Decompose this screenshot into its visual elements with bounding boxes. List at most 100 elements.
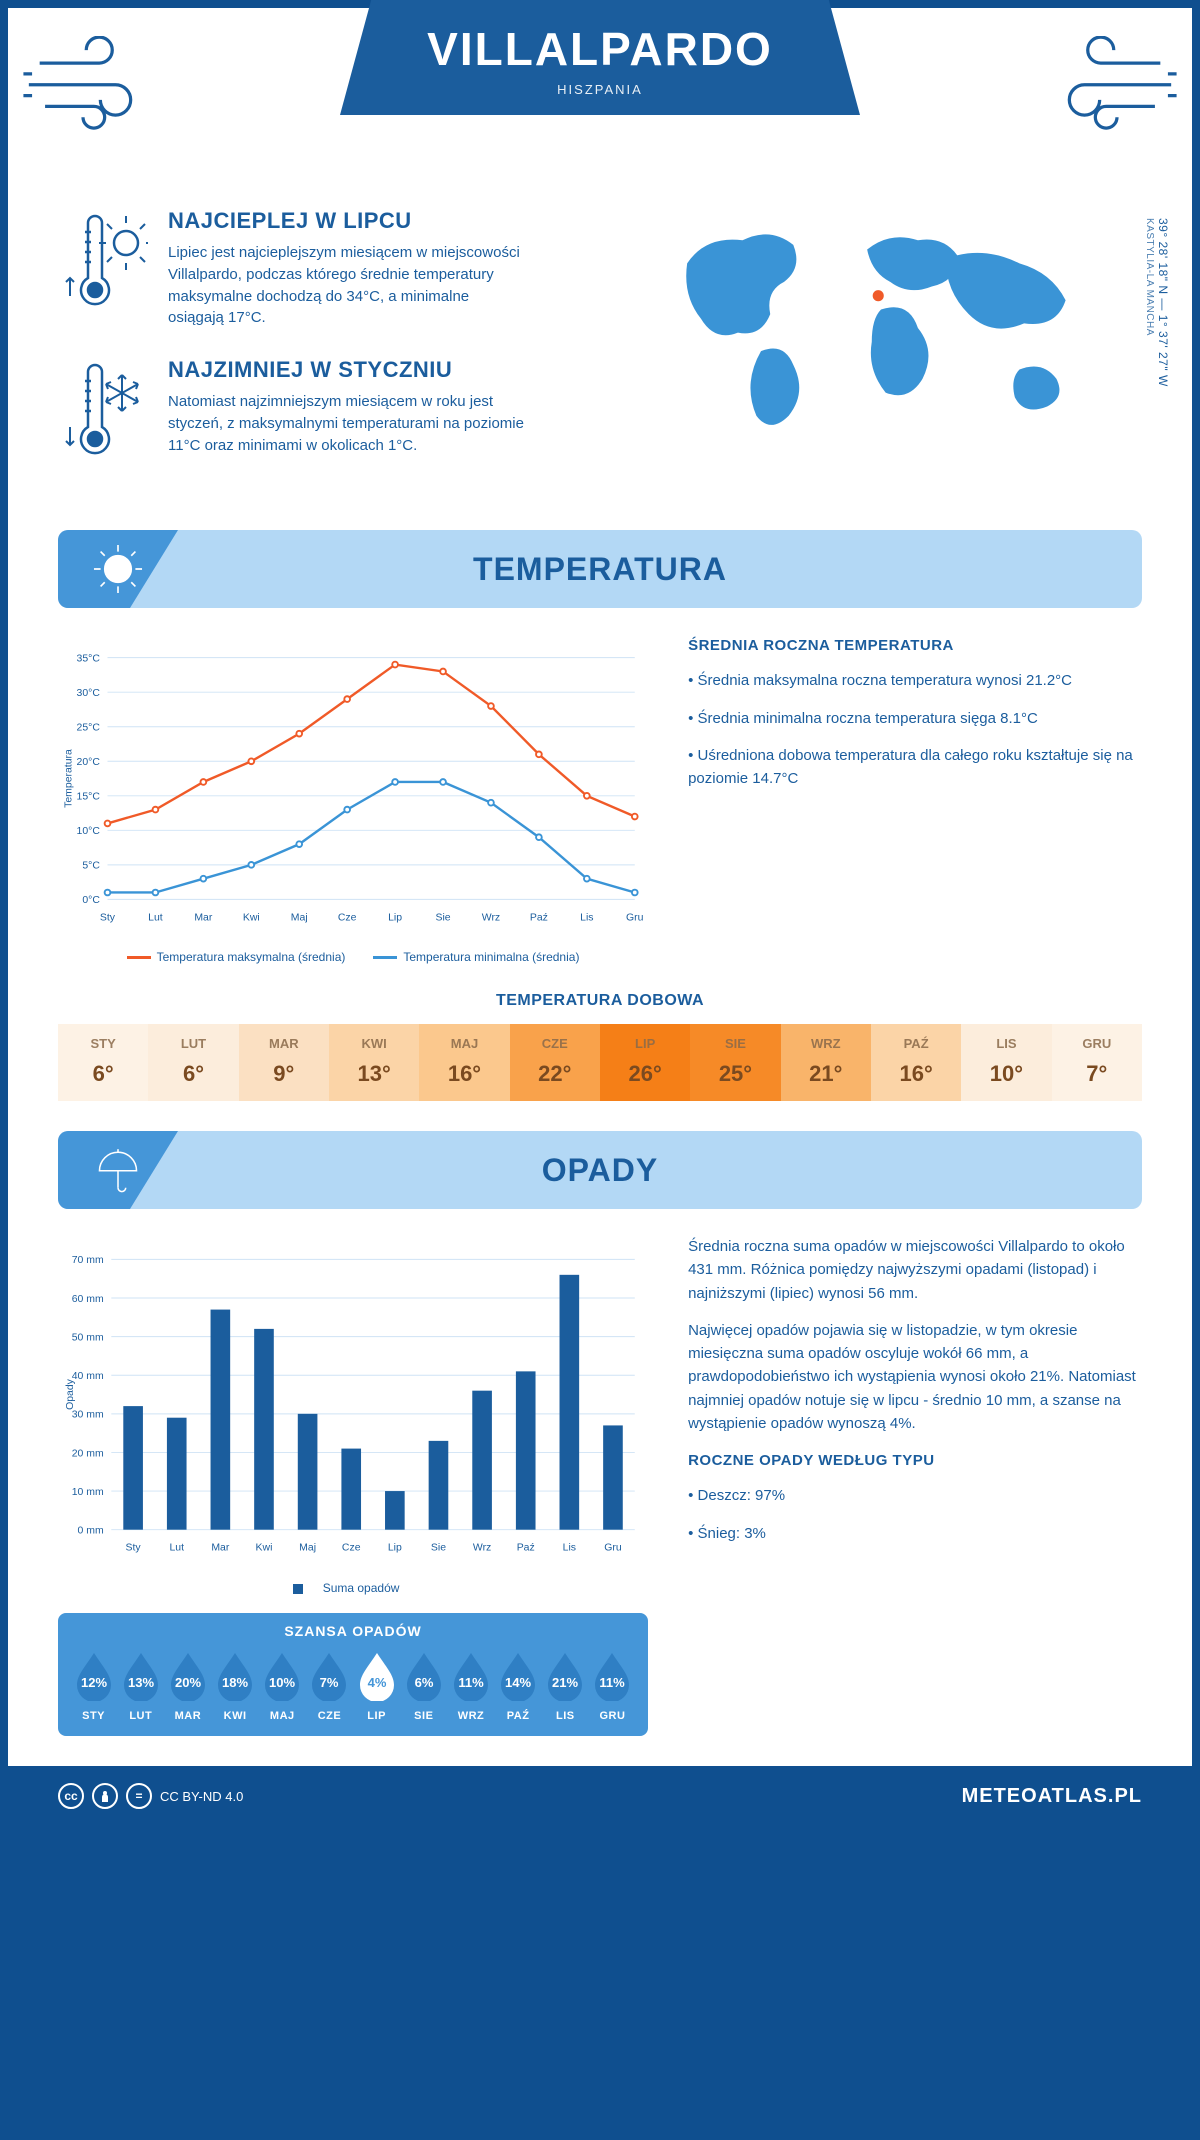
strip-cell: WRZ21°	[781, 1024, 871, 1101]
rain-type-b1: • Deszcz: 97%	[688, 1484, 1142, 1507]
world-map-block: 39° 28' 18" N — 1° 37' 27" W KASTYLIA-LA…	[620, 208, 1142, 500]
svg-text:13%: 13%	[128, 1675, 154, 1690]
footer: cc = CC BY-ND 4.0 METEOATLAS.PL	[8, 1766, 1192, 1826]
svg-text:5°C: 5°C	[82, 861, 100, 872]
temp-side-b1: • Średnia maksymalna roczna temperatura …	[688, 669, 1142, 692]
svg-text:Sie: Sie	[431, 1543, 446, 1554]
strip-cell: STY6°	[58, 1024, 148, 1101]
svg-text:Paź: Paź	[517, 1543, 535, 1554]
strip-cell: SIE25°	[690, 1024, 780, 1101]
daily-temperature-strip: STY6° LUT6° MAR9° KWI13° MAJ16° CZE22° L…	[58, 1024, 1142, 1101]
brand: METEOATLAS.PL	[962, 1785, 1142, 1808]
rain-drop: 20% MAR	[166, 1649, 209, 1722]
svg-text:0°C: 0°C	[82, 895, 100, 906]
svg-text:Lis: Lis	[563, 1543, 576, 1554]
svg-text:50 mm: 50 mm	[72, 1332, 104, 1343]
fact-hot-text: Lipiec jest najcieplejszym miesiącem w m…	[168, 242, 528, 329]
rain-chance-title: SZANSA OPADÓW	[72, 1623, 634, 1639]
umbrella-icon	[58, 1131, 178, 1209]
svg-text:10%: 10%	[269, 1675, 295, 1690]
thermometer-hot-icon	[58, 208, 148, 329]
country-name: HISZPANIA	[340, 82, 860, 97]
coordinates: 39° 28' 18" N — 1° 37' 27" W KASTYLIA-LA…	[1142, 218, 1170, 387]
world-map	[620, 208, 1142, 453]
rain-type-title: ROCZNE OPADY WEDŁUG TYPU	[688, 1449, 1142, 1472]
svg-text:21%: 21%	[552, 1675, 578, 1690]
strip-cell: GRU7°	[1052, 1024, 1142, 1101]
svg-text:Cze: Cze	[342, 1543, 361, 1554]
rain-type-b2: • Śnieg: 3%	[688, 1522, 1142, 1545]
fact-hot-title: NAJCIEPLEJ W LIPCU	[168, 208, 528, 234]
svg-text:Gru: Gru	[604, 1543, 622, 1554]
section-title-rain: OPADY	[542, 1152, 658, 1189]
svg-text:7%: 7%	[320, 1675, 339, 1690]
license-text: CC BY-ND 4.0	[160, 1789, 243, 1804]
svg-text:35°C: 35°C	[77, 653, 101, 664]
temp-side-b3: • Uśredniona dobowa temperatura dla całe…	[688, 744, 1142, 791]
svg-text:18%: 18%	[222, 1675, 248, 1690]
line-chart-legend: Temperatura maksymalna (średnia)Temperat…	[58, 950, 648, 964]
svg-text:Wrz: Wrz	[482, 912, 500, 923]
bar-chart-legend: Suma opadów	[58, 1581, 648, 1595]
svg-text:Temperatura: Temperatura	[63, 749, 74, 808]
strip-cell: KWI13°	[329, 1024, 419, 1101]
svg-text:Lip: Lip	[388, 912, 402, 923]
svg-text:Sie: Sie	[435, 912, 450, 923]
svg-text:Gru: Gru	[626, 912, 644, 923]
rain-drop: 7% CZE	[308, 1649, 351, 1722]
coords-region: KASTYLIA-LA MANCHA	[1144, 218, 1155, 336]
strip-cell: MAR9°	[239, 1024, 329, 1101]
rain-side-text: Średnia roczna suma opadów w miejscowośc…	[688, 1235, 1142, 1736]
section-banner-rain: OPADY	[58, 1131, 1142, 1209]
rain-drop: 21% LIS	[544, 1649, 587, 1722]
svg-text:20 mm: 20 mm	[72, 1448, 104, 1459]
city-name: VILLALPARDO	[340, 22, 860, 76]
svg-text:Lut: Lut	[169, 1543, 184, 1554]
strip-cell: CZE22°	[510, 1024, 600, 1101]
svg-text:Maj: Maj	[291, 912, 308, 923]
temp-side-title: ŚREDNIA ROCZNA TEMPERATURA	[688, 634, 1142, 657]
precipitation-bar-chart: 0 mm10 mm20 mm30 mm40 mm50 mm60 mm70 mmS…	[58, 1235, 648, 1575]
svg-text:Cze: Cze	[338, 912, 357, 923]
svg-text:Opady: Opady	[65, 1378, 76, 1410]
section-banner-temp: TEMPERATURA	[58, 530, 1142, 608]
wind-icon	[1052, 36, 1182, 136]
sun-icon	[58, 530, 178, 608]
strip-cell: LIP26°	[600, 1024, 690, 1101]
daily-strip-title: TEMPERATURA DOBOWA	[58, 992, 1142, 1010]
rain-drop: 13% LUT	[119, 1649, 162, 1722]
temp-side-b2: • Średnia minimalna roczna temperatura s…	[688, 707, 1142, 730]
nd-icon: =	[126, 1783, 152, 1809]
strip-cell: LUT6°	[148, 1024, 238, 1101]
svg-text:Mar: Mar	[211, 1543, 230, 1554]
rain-drop: 18% KWI	[214, 1649, 257, 1722]
svg-text:14%: 14%	[505, 1675, 531, 1690]
svg-text:4%: 4%	[367, 1675, 386, 1690]
svg-text:20%: 20%	[175, 1675, 201, 1690]
cc-icon: cc	[58, 1783, 84, 1809]
svg-text:30°C: 30°C	[77, 688, 101, 699]
bar-legend-label: Suma opadów	[323, 1581, 400, 1595]
fact-hot: NAJCIEPLEJ W LIPCU Lipiec jest najcieple…	[58, 208, 580, 329]
svg-text:15°C: 15°C	[77, 792, 101, 803]
strip-cell: MAJ16°	[419, 1024, 509, 1101]
coords-lat: 39° 28' 18" N — 1° 37' 27" W	[1156, 218, 1170, 387]
svg-text:20°C: 20°C	[77, 757, 101, 768]
svg-text:0 mm: 0 mm	[78, 1525, 104, 1536]
svg-text:11%: 11%	[600, 1675, 626, 1690]
svg-text:Lis: Lis	[580, 912, 593, 923]
fact-cold: NAJZIMNIEJ W STYCZNIU Natomiast najzimni…	[58, 357, 580, 472]
svg-text:12%: 12%	[81, 1675, 107, 1690]
svg-text:10°C: 10°C	[77, 826, 101, 837]
svg-text:Sty: Sty	[126, 1543, 142, 1554]
rain-drop: 14% PAŹ	[497, 1649, 540, 1722]
rain-chance-box: SZANSA OPADÓW 12% STY 13% LUT 20% MAR 18…	[58, 1613, 648, 1736]
rain-drop: 6% SIE	[402, 1649, 445, 1722]
rain-drop: 4% LIP	[355, 1649, 398, 1722]
temperature-line-chart: 0°C5°C10°C15°C20°C25°C30°C35°CStyLutMarK…	[58, 634, 648, 944]
section-title-temp: TEMPERATURA	[473, 551, 727, 588]
temp-side-text: ŚREDNIA ROCZNA TEMPERATURA • Średnia mak…	[688, 634, 1142, 964]
svg-text:Lip: Lip	[388, 1543, 402, 1554]
by-icon	[92, 1783, 118, 1809]
rain-side-p1: Średnia roczna suma opadów w miejscowośc…	[688, 1235, 1142, 1305]
